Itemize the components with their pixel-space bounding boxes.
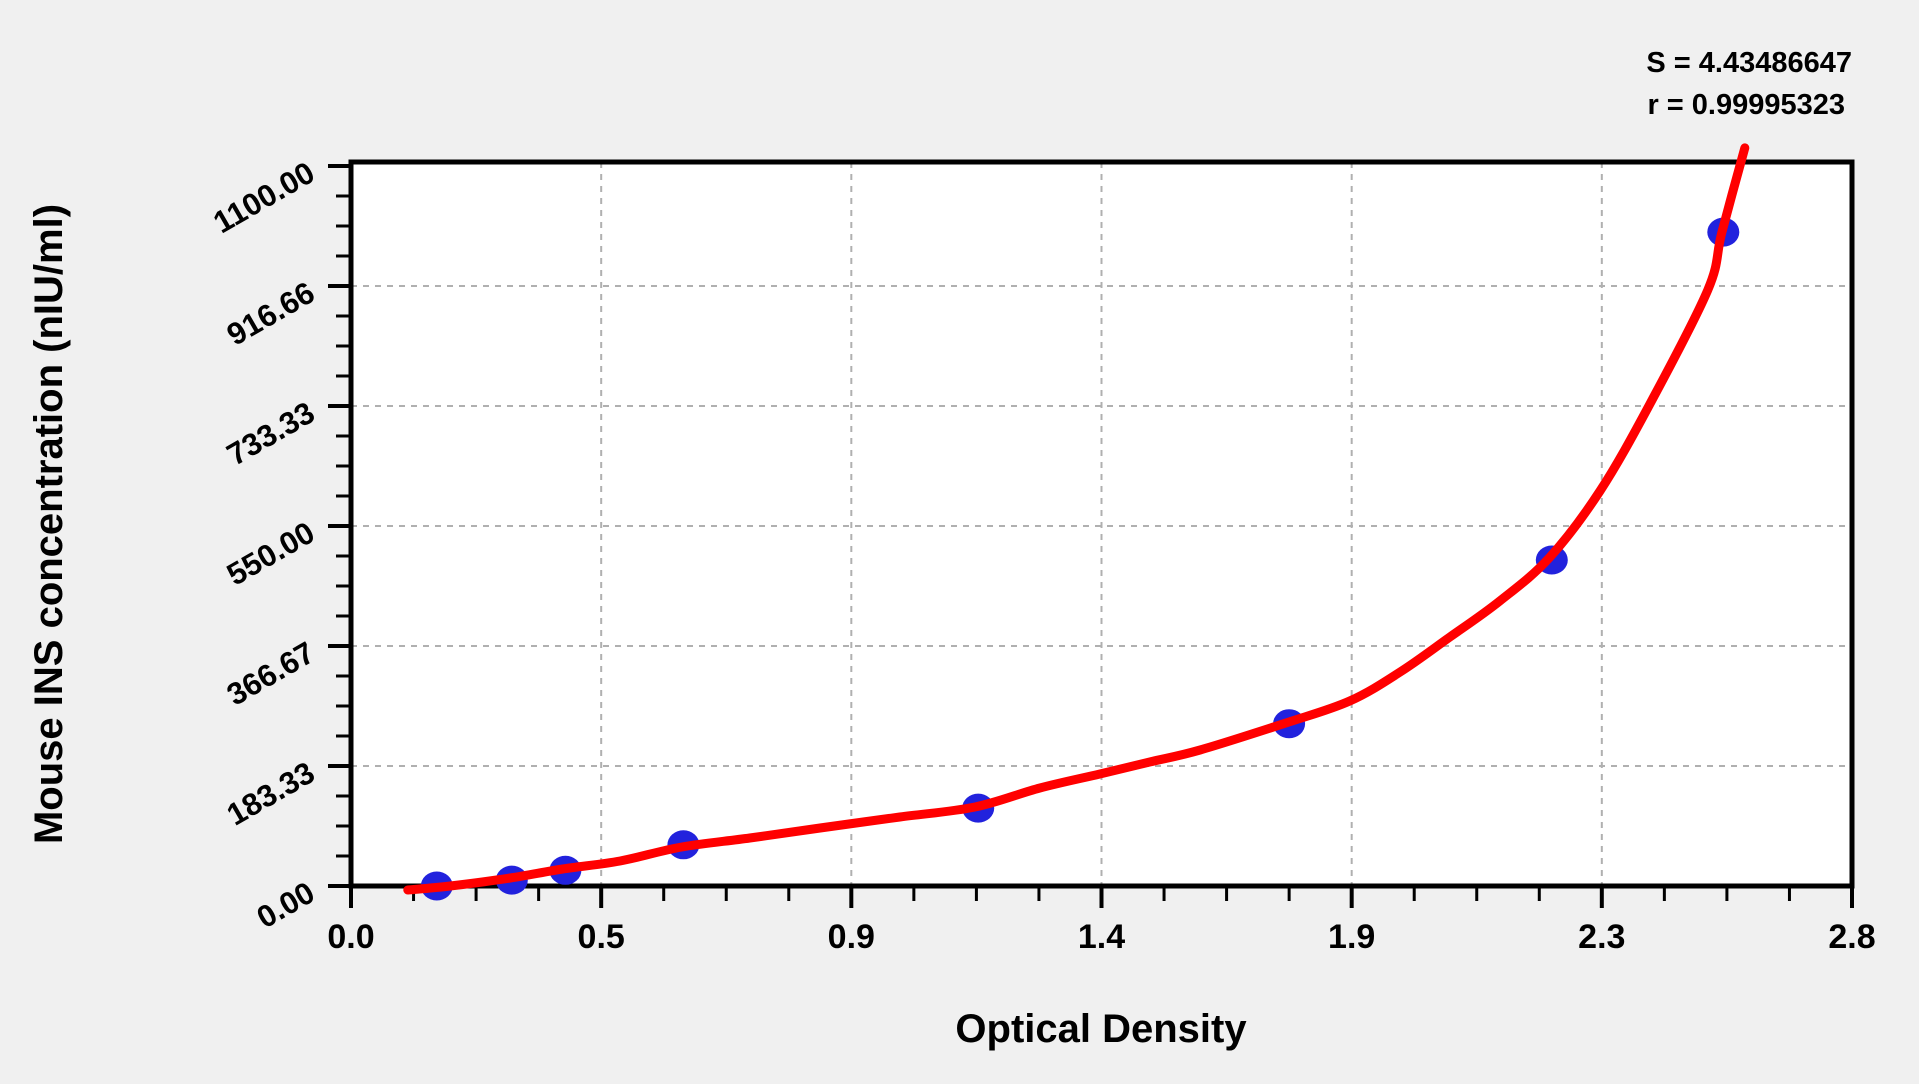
x-tick-label: 1.4 xyxy=(1078,918,1125,956)
x-tick-label: 0.0 xyxy=(327,918,374,956)
x-tick-label: 2.8 xyxy=(1828,918,1875,956)
y-tick-label: 733.33 xyxy=(221,395,321,473)
x-tick-label: 0.9 xyxy=(828,918,875,956)
x-tick-label: 0.5 xyxy=(578,918,625,956)
y-axis-title: Mouse INS concentration (nIU/ml) xyxy=(27,204,71,844)
plot-generated-layer: 0.0 0.5 0.9 1.4 1.9 2.3 2.8 0.00 183.33 366.67 550… xyxy=(207,143,1876,956)
y-tick-label: 366.67 xyxy=(221,635,321,713)
y-tick-label: 0.00 xyxy=(251,875,321,935)
y-tick-label: 183.33 xyxy=(221,755,321,833)
x-tick-label: 2.3 xyxy=(1578,918,1625,956)
x-axis-title: Optical Density xyxy=(955,1007,1247,1051)
stat-s-value: S = 4.43486647 xyxy=(1646,47,1852,79)
y-tick-label: 916.66 xyxy=(221,275,321,353)
y-tick-label: 1100.00 xyxy=(207,155,320,240)
x-tick-label: 1.9 xyxy=(1328,918,1375,956)
fit-curve xyxy=(403,143,1750,895)
y-tick-label: 550.00 xyxy=(221,515,321,593)
plot-frame xyxy=(348,159,1855,889)
stat-r-value: r = 0.99995323 xyxy=(1647,89,1845,121)
